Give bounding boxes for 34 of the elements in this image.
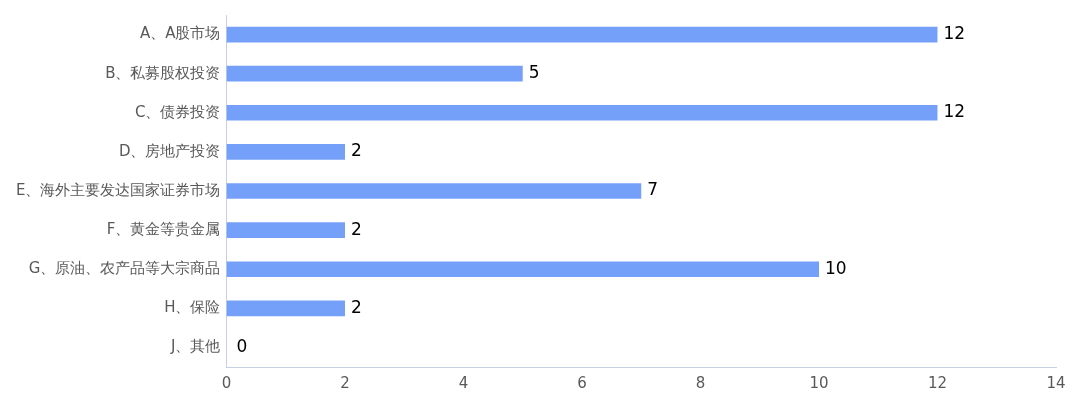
x-tick-label: 2 <box>340 373 350 392</box>
x-tick-label: 8 <box>695 373 706 392</box>
y-tick-label: J、其他 <box>170 337 221 356</box>
bar <box>226 183 642 199</box>
data-label: 0 <box>236 335 248 356</box>
data-label: 12 <box>943 22 966 43</box>
data-label: 10 <box>824 257 847 278</box>
y-tick-label: A、A股市场 <box>139 24 221 43</box>
x-tick-label: 0 <box>221 373 232 392</box>
data-label: 7 <box>647 179 659 200</box>
data-label: 2 <box>350 296 362 317</box>
bar <box>226 300 345 317</box>
y-tick-label: G、原油、农产品等大宗商品 <box>28 259 221 278</box>
bar <box>226 65 523 82</box>
y-tick-label: C、债券投资 <box>134 102 221 121</box>
x-tick-label: 4 <box>458 373 469 392</box>
x-tick-label: 12 <box>927 373 948 392</box>
y-tick-label: F、黄金等贵金属 <box>106 220 221 238</box>
y-tick-label: B、私募股权投资 <box>105 63 221 82</box>
bar <box>226 26 938 43</box>
bar <box>226 261 819 278</box>
x-tick-label: 14 <box>1046 373 1066 392</box>
y-tick-label: H、保险 <box>164 298 221 317</box>
data-label: 5 <box>528 62 540 83</box>
bar <box>226 222 345 238</box>
data-label: 12 <box>943 101 966 122</box>
bar <box>226 104 938 121</box>
x-tick-label: 10 <box>809 373 829 392</box>
y-tick-label: E、海外主要发达国家证券市场 <box>15 180 221 199</box>
bar <box>226 144 345 160</box>
data-label: 2 <box>350 218 362 239</box>
data-label: 2 <box>350 140 362 161</box>
x-tick-label: 6 <box>577 373 587 392</box>
y-tick-label: D、房地产投资 <box>118 141 221 160</box>
